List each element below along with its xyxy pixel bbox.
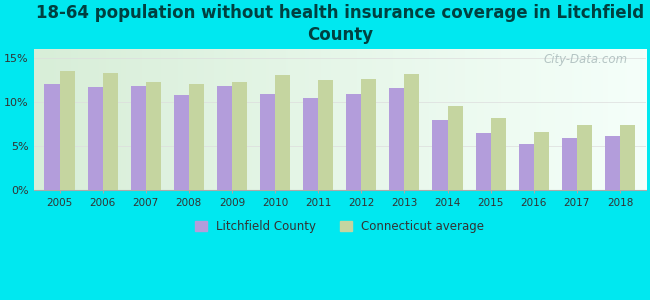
Bar — [605, 136, 620, 190]
Bar — [275, 75, 290, 190]
Bar — [131, 86, 146, 190]
Bar — [432, 120, 447, 190]
Bar — [534, 132, 549, 190]
Bar — [404, 74, 419, 190]
Bar — [174, 94, 189, 190]
Bar — [361, 79, 376, 190]
Legend: Litchfield County, Connecticut average: Litchfield County, Connecticut average — [190, 215, 489, 238]
Bar — [620, 124, 635, 190]
Bar — [318, 80, 333, 190]
Bar — [346, 94, 361, 190]
Bar — [562, 138, 577, 190]
Bar — [44, 84, 60, 190]
Title: 18-64 population without health insurance coverage in Litchfield
County: 18-64 population without health insuranc… — [36, 4, 644, 44]
Bar — [232, 82, 247, 190]
Bar — [476, 133, 491, 190]
Bar — [103, 74, 118, 190]
Bar — [146, 82, 161, 190]
Bar — [447, 106, 463, 190]
Bar — [189, 84, 204, 190]
Bar — [519, 144, 534, 190]
Bar — [60, 71, 75, 190]
Bar — [491, 118, 506, 190]
Bar — [389, 88, 404, 190]
Bar — [303, 98, 318, 190]
Bar — [260, 94, 275, 190]
Text: City-Data.com: City-Data.com — [543, 53, 627, 66]
Bar — [88, 87, 103, 190]
Bar — [577, 124, 592, 190]
Bar — [217, 86, 232, 190]
